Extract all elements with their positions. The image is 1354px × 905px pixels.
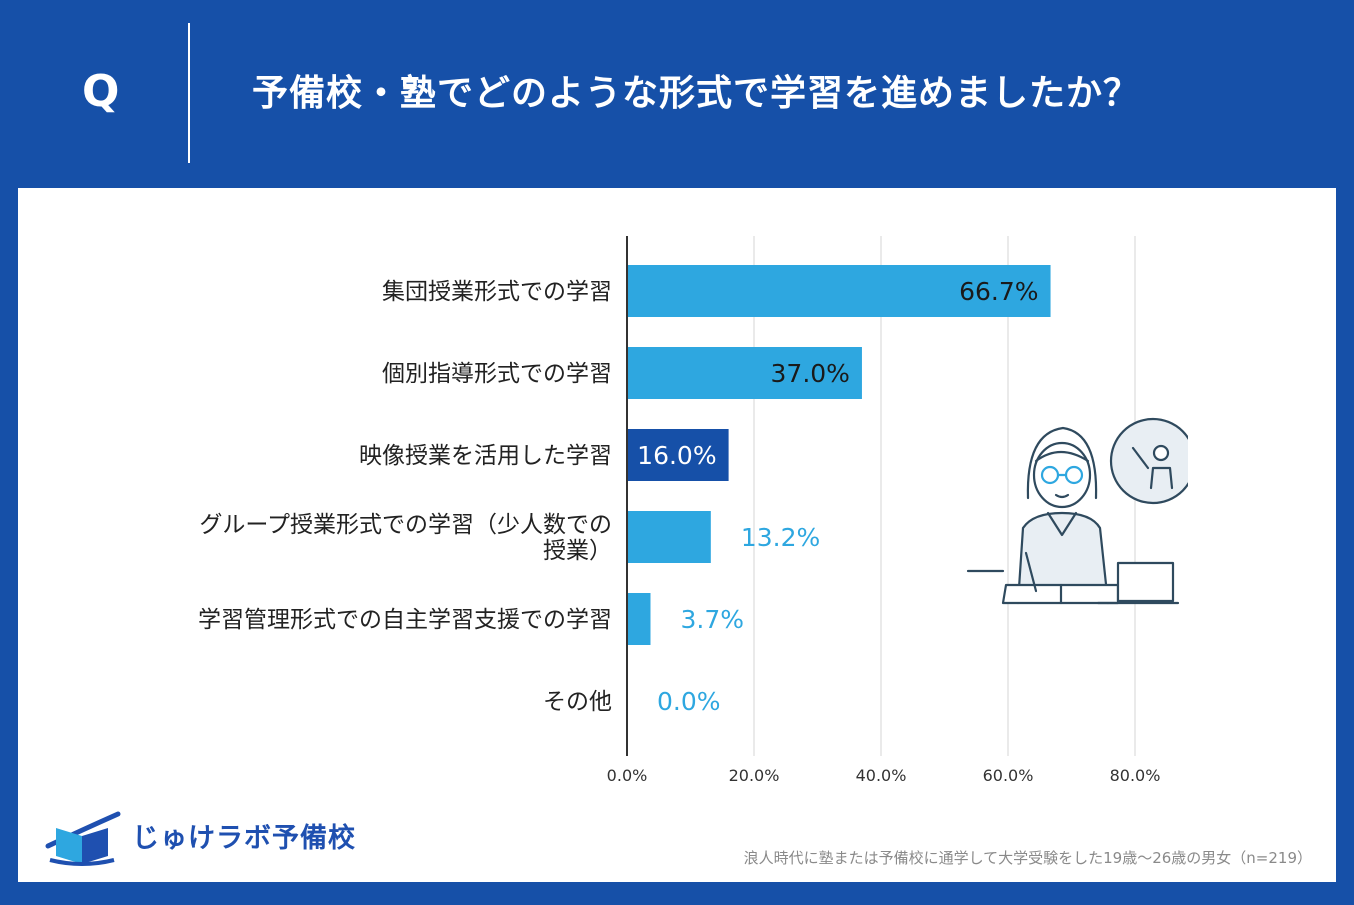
bar <box>627 511 711 563</box>
header-band: Q 予備校・塾でどのような形式で学習を進めましたか？ <box>0 0 1354 188</box>
x-tick-label: 0.0% <box>607 766 648 785</box>
brand-name: じゅけラボ予備校 <box>132 823 356 854</box>
value-label: 37.0% <box>771 359 850 388</box>
bar-chart: 0.0% 20.0% 40.0% 60.0% 80.0% 集団授業形式での学習 66.7% 個… <box>198 236 1161 785</box>
value-label: 66.7% <box>959 277 1038 306</box>
value-label: 0.0% <box>657 687 721 716</box>
footnote: 浪人時代に塾または予備校に通学して大学受験をした19歳～26歳の男女（n=219… <box>743 849 1312 867</box>
category-label: 映像授業を活用した学習 <box>359 443 612 469</box>
x-tick-label: 80.0% <box>1110 766 1161 785</box>
x-tick-label: 60.0% <box>983 766 1034 785</box>
bar <box>627 593 651 645</box>
chart-panel: 0.0% 20.0% 40.0% 60.0% 80.0% 集団授業形式での学習 66.7% 個… <box>18 188 1336 882</box>
bar <box>627 429 729 481</box>
value-label: 3.7% <box>680 605 744 634</box>
header-divider <box>188 23 190 163</box>
category-label: 集団授業形式での学習 <box>382 279 612 305</box>
q-mark: Q <box>82 66 120 117</box>
category-label: グループ授業形式での学習（少人数での <box>199 512 612 538</box>
category-label: 授業） <box>543 538 612 564</box>
bar <box>627 265 1051 317</box>
bar <box>627 347 862 399</box>
question-title: 予備校・塾でどのような形式で学習を進めましたか？ <box>252 73 1141 114</box>
brand-logo: じゅけラボ予備校 <box>42 806 362 868</box>
book-logo-icon <box>45 811 121 866</box>
category-label: その他 <box>543 689 612 715</box>
value-label: 13.2% <box>741 523 820 552</box>
category-label: 学習管理形式での自主学習支援での学習 <box>198 607 612 633</box>
category-label: 個別指導形式での学習 <box>382 361 612 387</box>
x-tick-label: 20.0% <box>729 766 780 785</box>
student-illustration <box>966 417 1188 605</box>
x-tick-label: 40.0% <box>856 766 907 785</box>
value-label: 16.0% <box>637 441 716 470</box>
